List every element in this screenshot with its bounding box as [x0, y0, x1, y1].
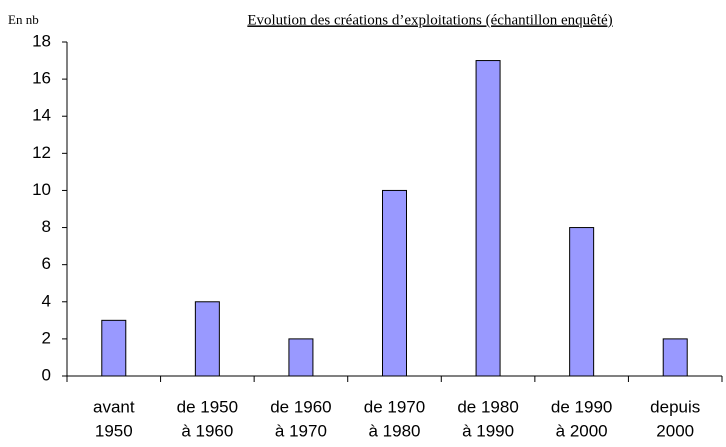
y-tick-label: 0: [42, 365, 51, 384]
y-tick-label: 8: [42, 217, 51, 236]
x-tick-label: à 1970: [275, 421, 327, 440]
bar: [382, 189, 407, 377]
bar: [101, 319, 127, 377]
y-tick-label: 12: [32, 143, 51, 162]
y-axis-label: En nb: [8, 12, 39, 27]
y-tick-label: 4: [42, 291, 51, 310]
x-tick-label: à 1960: [181, 421, 233, 440]
x-tick-label: à 2000: [556, 421, 608, 440]
x-tick-label: à 1980: [369, 421, 421, 440]
bar: [475, 60, 501, 377]
x-tick-label: de 1960: [270, 397, 331, 416]
bar: [288, 338, 314, 377]
x-tick-label: 1950: [95, 421, 133, 440]
y-tick-label: 2: [42, 328, 51, 347]
y-tick-label: 14: [32, 106, 51, 125]
chart-title: Evolution des créations d’exploitations …: [247, 12, 612, 28]
y-tick-label: 18: [32, 31, 51, 50]
x-tick-label: de 1990: [551, 397, 612, 416]
y-tick-label: 10: [32, 180, 51, 199]
x-tick-label: depuis: [650, 397, 700, 416]
bar: [569, 227, 595, 377]
y-tick-label: 16: [32, 69, 51, 88]
bar: [194, 301, 220, 377]
bar: [662, 338, 688, 377]
x-tick-label: de 1980: [457, 397, 518, 416]
x-tick-label: 2000: [656, 421, 694, 440]
y-tick-label: 6: [42, 254, 51, 273]
x-tick-label: de 1970: [364, 397, 425, 416]
x-tick-label: de 1950: [177, 397, 238, 416]
x-tick-label: à 1990: [462, 421, 514, 440]
x-tick-label: avant: [93, 397, 135, 416]
